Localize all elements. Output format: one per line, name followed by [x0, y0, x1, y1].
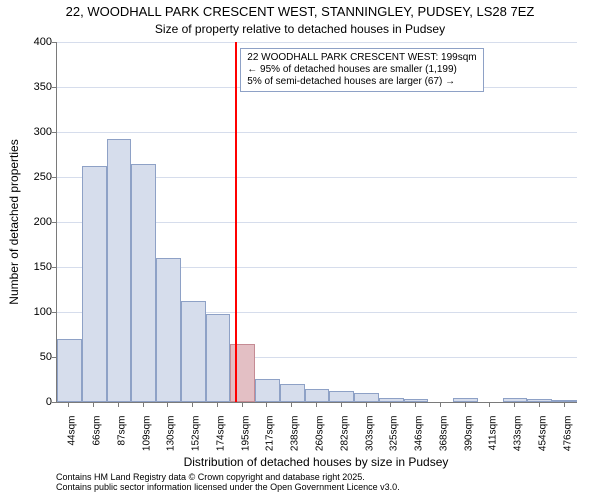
x-tick-label: 303sqm: [364, 416, 375, 452]
x-tick-mark: [217, 402, 218, 407]
x-tick-label: 152sqm: [191, 416, 202, 452]
x-tick-label: 325sqm: [389, 416, 400, 452]
histogram-bar: [131, 164, 156, 403]
y-tick-label: 250: [34, 171, 52, 183]
x-tick-label: 44sqm: [67, 416, 78, 446]
x-tick-mark: [489, 402, 490, 407]
x-tick-label: 238sqm: [290, 416, 301, 452]
x-tick-mark: [192, 402, 193, 407]
chart-title: 22, WOODHALL PARK CRESCENT WEST, STANNIN…: [0, 4, 600, 19]
x-tick-label: 109sqm: [141, 416, 152, 452]
y-tick-label: 100: [34, 306, 52, 318]
histogram-bar: [280, 384, 305, 402]
x-tick-mark: [118, 402, 119, 407]
histogram-bar: [305, 389, 330, 402]
x-tick-mark: [316, 402, 317, 407]
x-tick-label: 346sqm: [414, 416, 425, 452]
y-tick-label: 0: [46, 396, 52, 408]
x-tick-label: 87sqm: [116, 416, 127, 446]
x-tick-mark: [564, 402, 565, 407]
y-tick-label: 350: [34, 81, 52, 93]
x-tick-label: 476sqm: [562, 416, 573, 452]
y-tick-label: 300: [34, 126, 52, 138]
x-tick-label: 433sqm: [513, 416, 524, 452]
histogram-bar: [354, 393, 379, 402]
x-tick-label: 174sqm: [215, 416, 226, 452]
plot-area: [56, 42, 577, 403]
x-tick-mark: [539, 402, 540, 407]
y-tick-label: 50: [40, 351, 52, 363]
y-tick-label: 150: [34, 261, 52, 273]
x-tick-mark: [93, 402, 94, 407]
x-tick-mark: [465, 402, 466, 407]
x-tick-mark: [390, 402, 391, 407]
annotation-box: 22 WOODHALL PARK CRESCENT WEST: 199sqm← …: [240, 48, 483, 92]
x-tick-label: 217sqm: [265, 416, 276, 452]
x-tick-mark: [291, 402, 292, 407]
x-tick-label: 195sqm: [240, 416, 251, 452]
footer-line: Contains public sector information licen…: [56, 482, 400, 492]
histogram-bar: [82, 166, 107, 402]
histogram-bar: [181, 301, 206, 402]
histogram-bar: [255, 379, 280, 402]
histogram-bar: [156, 258, 181, 402]
x-tick-label: 130sqm: [166, 416, 177, 452]
chart-subtitle: Size of property relative to detached ho…: [0, 22, 600, 36]
histogram-bar: [57, 339, 82, 402]
histogram-bar: [329, 391, 354, 402]
x-tick-mark: [514, 402, 515, 407]
y-gridline: [57, 42, 577, 43]
x-tick-mark: [341, 402, 342, 407]
vertical-marker: [235, 42, 237, 402]
x-tick-label: 260sqm: [315, 416, 326, 452]
x-tick-mark: [68, 402, 69, 407]
footer-line: Contains HM Land Registry data © Crown c…: [56, 472, 400, 482]
chart-root: 22, WOODHALL PARK CRESCENT WEST, STANNIN…: [0, 0, 600, 500]
y-tick-zone: 050100150200250300350400: [0, 42, 56, 402]
histogram-bar: [107, 139, 132, 402]
histogram-bar: [206, 314, 231, 402]
x-tick-mark: [143, 402, 144, 407]
x-axis-title: Distribution of detached houses by size …: [56, 455, 576, 469]
annotation-line: 5% of semi-detached houses are larger (6…: [247, 76, 476, 88]
annotation-line: ← 95% of detached houses are smaller (1,…: [247, 64, 476, 76]
histogram-bar: [230, 344, 255, 403]
y-gridline: [57, 132, 577, 133]
y-tick-label: 400: [34, 36, 52, 48]
x-tick-mark: [167, 402, 168, 407]
x-tick-label: 411sqm: [488, 416, 499, 451]
y-tick-label: 200: [34, 216, 52, 228]
x-tick-label: 454sqm: [537, 416, 548, 452]
x-tick-zone: 44sqm 66sqm 87sqm 109sqm 130sqm 152sqm 174sqm 1…: [56, 402, 576, 456]
x-tick-mark: [266, 402, 267, 407]
x-tick-label: 66sqm: [92, 416, 103, 446]
x-tick-mark: [366, 402, 367, 407]
x-tick-mark: [440, 402, 441, 407]
x-tick-label: 368sqm: [438, 416, 449, 452]
x-tick-mark: [415, 402, 416, 407]
footer: Contains HM Land Registry data © Crown c…: [56, 472, 400, 492]
x-tick-label: 390sqm: [463, 416, 474, 452]
x-tick-label: 282sqm: [339, 416, 350, 452]
annotation-line: 22 WOODHALL PARK CRESCENT WEST: 199sqm: [247, 52, 476, 64]
x-tick-mark: [242, 402, 243, 407]
